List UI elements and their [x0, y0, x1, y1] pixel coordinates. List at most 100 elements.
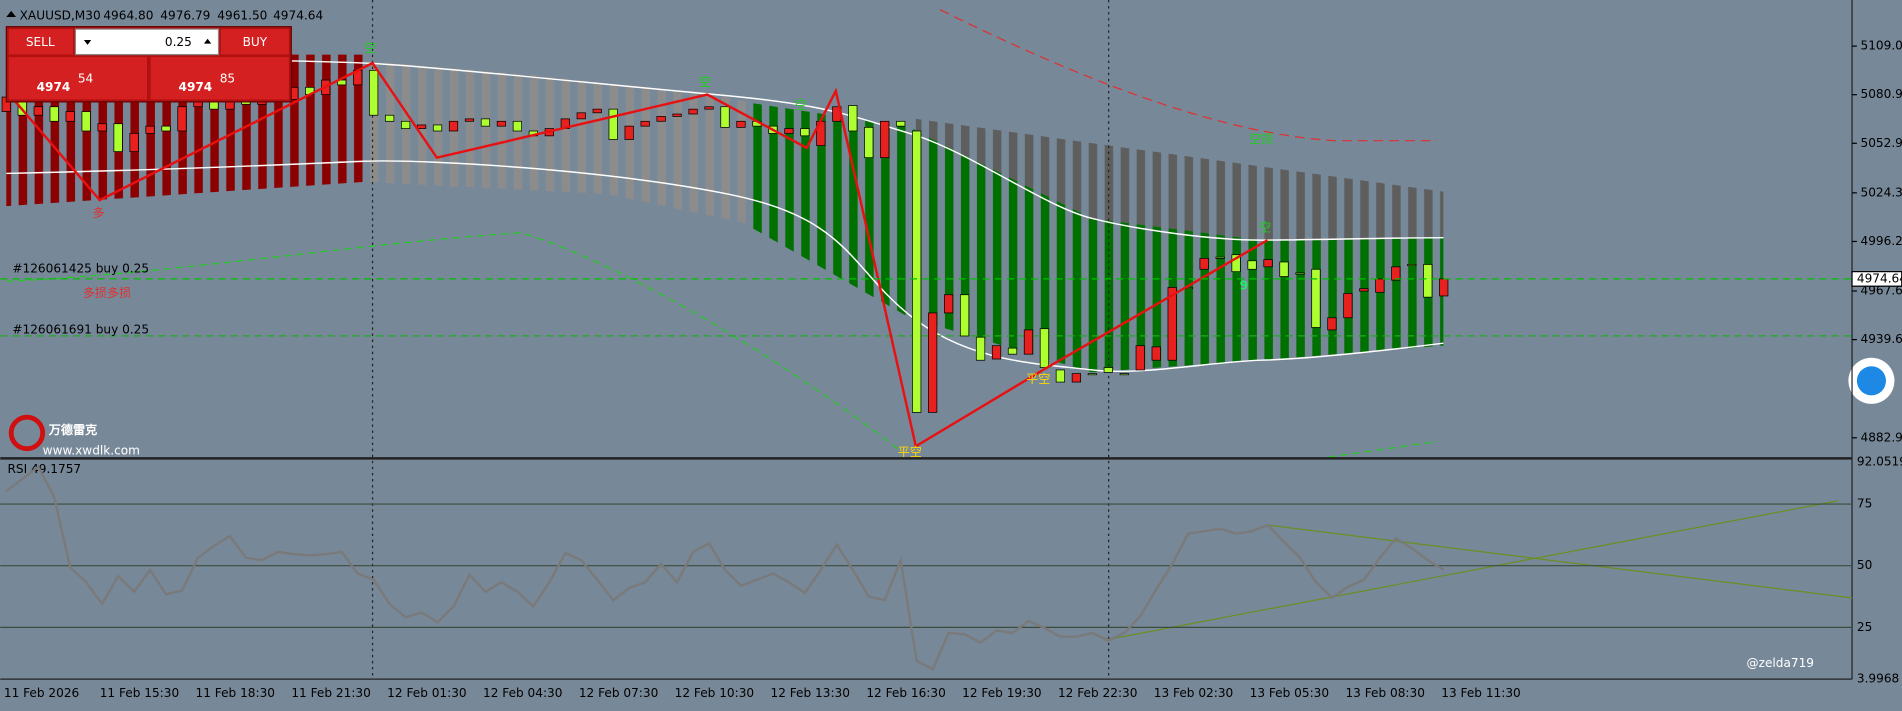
candle-body: [193, 101, 203, 108]
ask-main: 4974: [179, 80, 213, 94]
x-tick-label: 11 Feb 15:30: [100, 686, 179, 700]
envelope-lower: [6, 160, 1444, 373]
y-tick-label: 5052.90: [1861, 136, 1902, 150]
candle-body: [416, 124, 427, 129]
candle-body: [848, 105, 858, 132]
annotation: 空: [1259, 220, 1271, 234]
candle-body: [1295, 272, 1305, 275]
annotation: 空: [699, 75, 711, 89]
candle-body: [1407, 264, 1417, 266]
candle-body: [592, 108, 602, 114]
ohlc: 4961.50: [217, 8, 267, 22]
y-tick-label: 25: [1857, 620, 1872, 634]
candle-body: [656, 116, 666, 122]
y-tick-label: 92.0519: [1857, 455, 1902, 469]
candle-body: [959, 294, 970, 337]
candle-body: [1199, 257, 1209, 270]
x-tick-label: 12 Feb 16:30: [866, 686, 945, 700]
candle-body: [369, 69, 379, 116]
moving-average: [1328, 440, 1438, 458]
x-tick-label: 12 Feb 19:30: [962, 686, 1041, 700]
annotation: 多损多损: [83, 286, 131, 300]
candle-body: [1087, 373, 1097, 376]
candle-body: [1423, 264, 1433, 298]
buy-button[interactable]: [220, 29, 289, 55]
y-tick-label: 4939.60: [1861, 332, 1902, 346]
ohlc: 4976.79: [160, 8, 210, 22]
candle-body: [991, 345, 1002, 360]
candle-body: [1439, 278, 1449, 297]
candle-body: [864, 126, 874, 159]
rsi-panel: RSI 49.1757 92.0519 75 50 25 3.9968: [0, 455, 1902, 686]
candle-body: [97, 123, 107, 132]
candle-body: [65, 111, 75, 122]
float-button-icon: [1856, 366, 1886, 396]
candle-body: [1135, 345, 1145, 371]
candle-body: [1263, 259, 1273, 268]
symbol: XAUUSD,M30: [20, 8, 101, 22]
y-tick-label: 5080.95: [1861, 87, 1902, 101]
candle-body: [736, 120, 746, 128]
x-tick-label: 13 Feb 02:30: [1154, 686, 1233, 700]
bid-pips: 54: [78, 71, 94, 85]
candle-body: [49, 106, 59, 122]
header: XAUUSD,M30 4964.80 4976.79 4961.50 4974.…: [6, 8, 323, 22]
x-tick-label: 12 Feb 01:30: [387, 686, 466, 700]
candle-body: [1231, 254, 1241, 273]
bid-box[interactable]: [8, 56, 147, 100]
candle-body: [432, 124, 443, 132]
candle-body: [640, 120, 650, 127]
candle-body: [944, 294, 954, 314]
logo: 万德雷克 www.xwdlk.com: [8, 414, 140, 458]
candle-body: [672, 113, 682, 117]
candle-body: [912, 130, 922, 413]
candle-body: [512, 120, 522, 132]
candle-body: [975, 336, 986, 361]
sell-button[interactable]: [8, 29, 74, 55]
zigzag: [5, 61, 1269, 449]
lot-input[interactable]: [74, 28, 220, 56]
candle-body: [784, 128, 794, 134]
candle-body: [1343, 293, 1353, 319]
y-tick-label: 4996.25: [1861, 234, 1902, 248]
x-tick-label: 13 Feb 08:30: [1345, 686, 1424, 700]
order-label: #126061691 buy 0.25: [12, 322, 149, 336]
candle-body: [624, 125, 634, 140]
order-label: #126061425 buy 0.25: [12, 262, 149, 276]
band-dark: [915, 118, 1444, 241]
x-tick-label: 11 Feb 18:30: [196, 686, 275, 700]
ask-box[interactable]: [150, 56, 289, 100]
sell-label: SELL: [26, 35, 55, 49]
envelope-upper: [6, 58, 1444, 241]
candle-body: [1215, 256, 1225, 259]
candle-body: [928, 312, 938, 413]
x-tick-label: 13 Feb 05:30: [1250, 686, 1329, 700]
y-tick-label: 3.9968: [1857, 672, 1899, 686]
trade-panel: SELL 0.25 BUY 4974 54 4974 85: [5, 26, 292, 103]
candle-body: [145, 125, 155, 134]
x-tick-label: 11 Feb 2026: [4, 686, 79, 700]
annotation: 平空: [898, 445, 922, 459]
candle-body: [448, 120, 459, 132]
band-green: [752, 103, 1444, 373]
ohlc: 4974.64: [273, 8, 323, 22]
x-tick-label: 12 Feb 04:30: [483, 686, 562, 700]
ohlc: 4964.80: [103, 8, 153, 22]
candle-body: [704, 106, 714, 110]
candle-body: [161, 125, 171, 132]
annotation: 多: [92, 206, 104, 220]
annotation: 空: [795, 98, 807, 112]
candle-body: [720, 106, 730, 128]
rsi-title: RSI 49.1757: [8, 462, 82, 476]
y-tick-label: 50: [1857, 558, 1872, 572]
bid-main: 4974: [37, 80, 71, 94]
candle-body: [1039, 328, 1050, 368]
rsi-line: [5, 465, 1445, 671]
candle-body: [608, 108, 618, 140]
annotation: 9: [1240, 279, 1248, 293]
candle-body: [1391, 266, 1401, 281]
ask-pips: 85: [220, 71, 235, 85]
y-tick-label: 5109.00: [1861, 39, 1902, 53]
x-tick-label: 12 Feb 10:30: [675, 686, 754, 700]
